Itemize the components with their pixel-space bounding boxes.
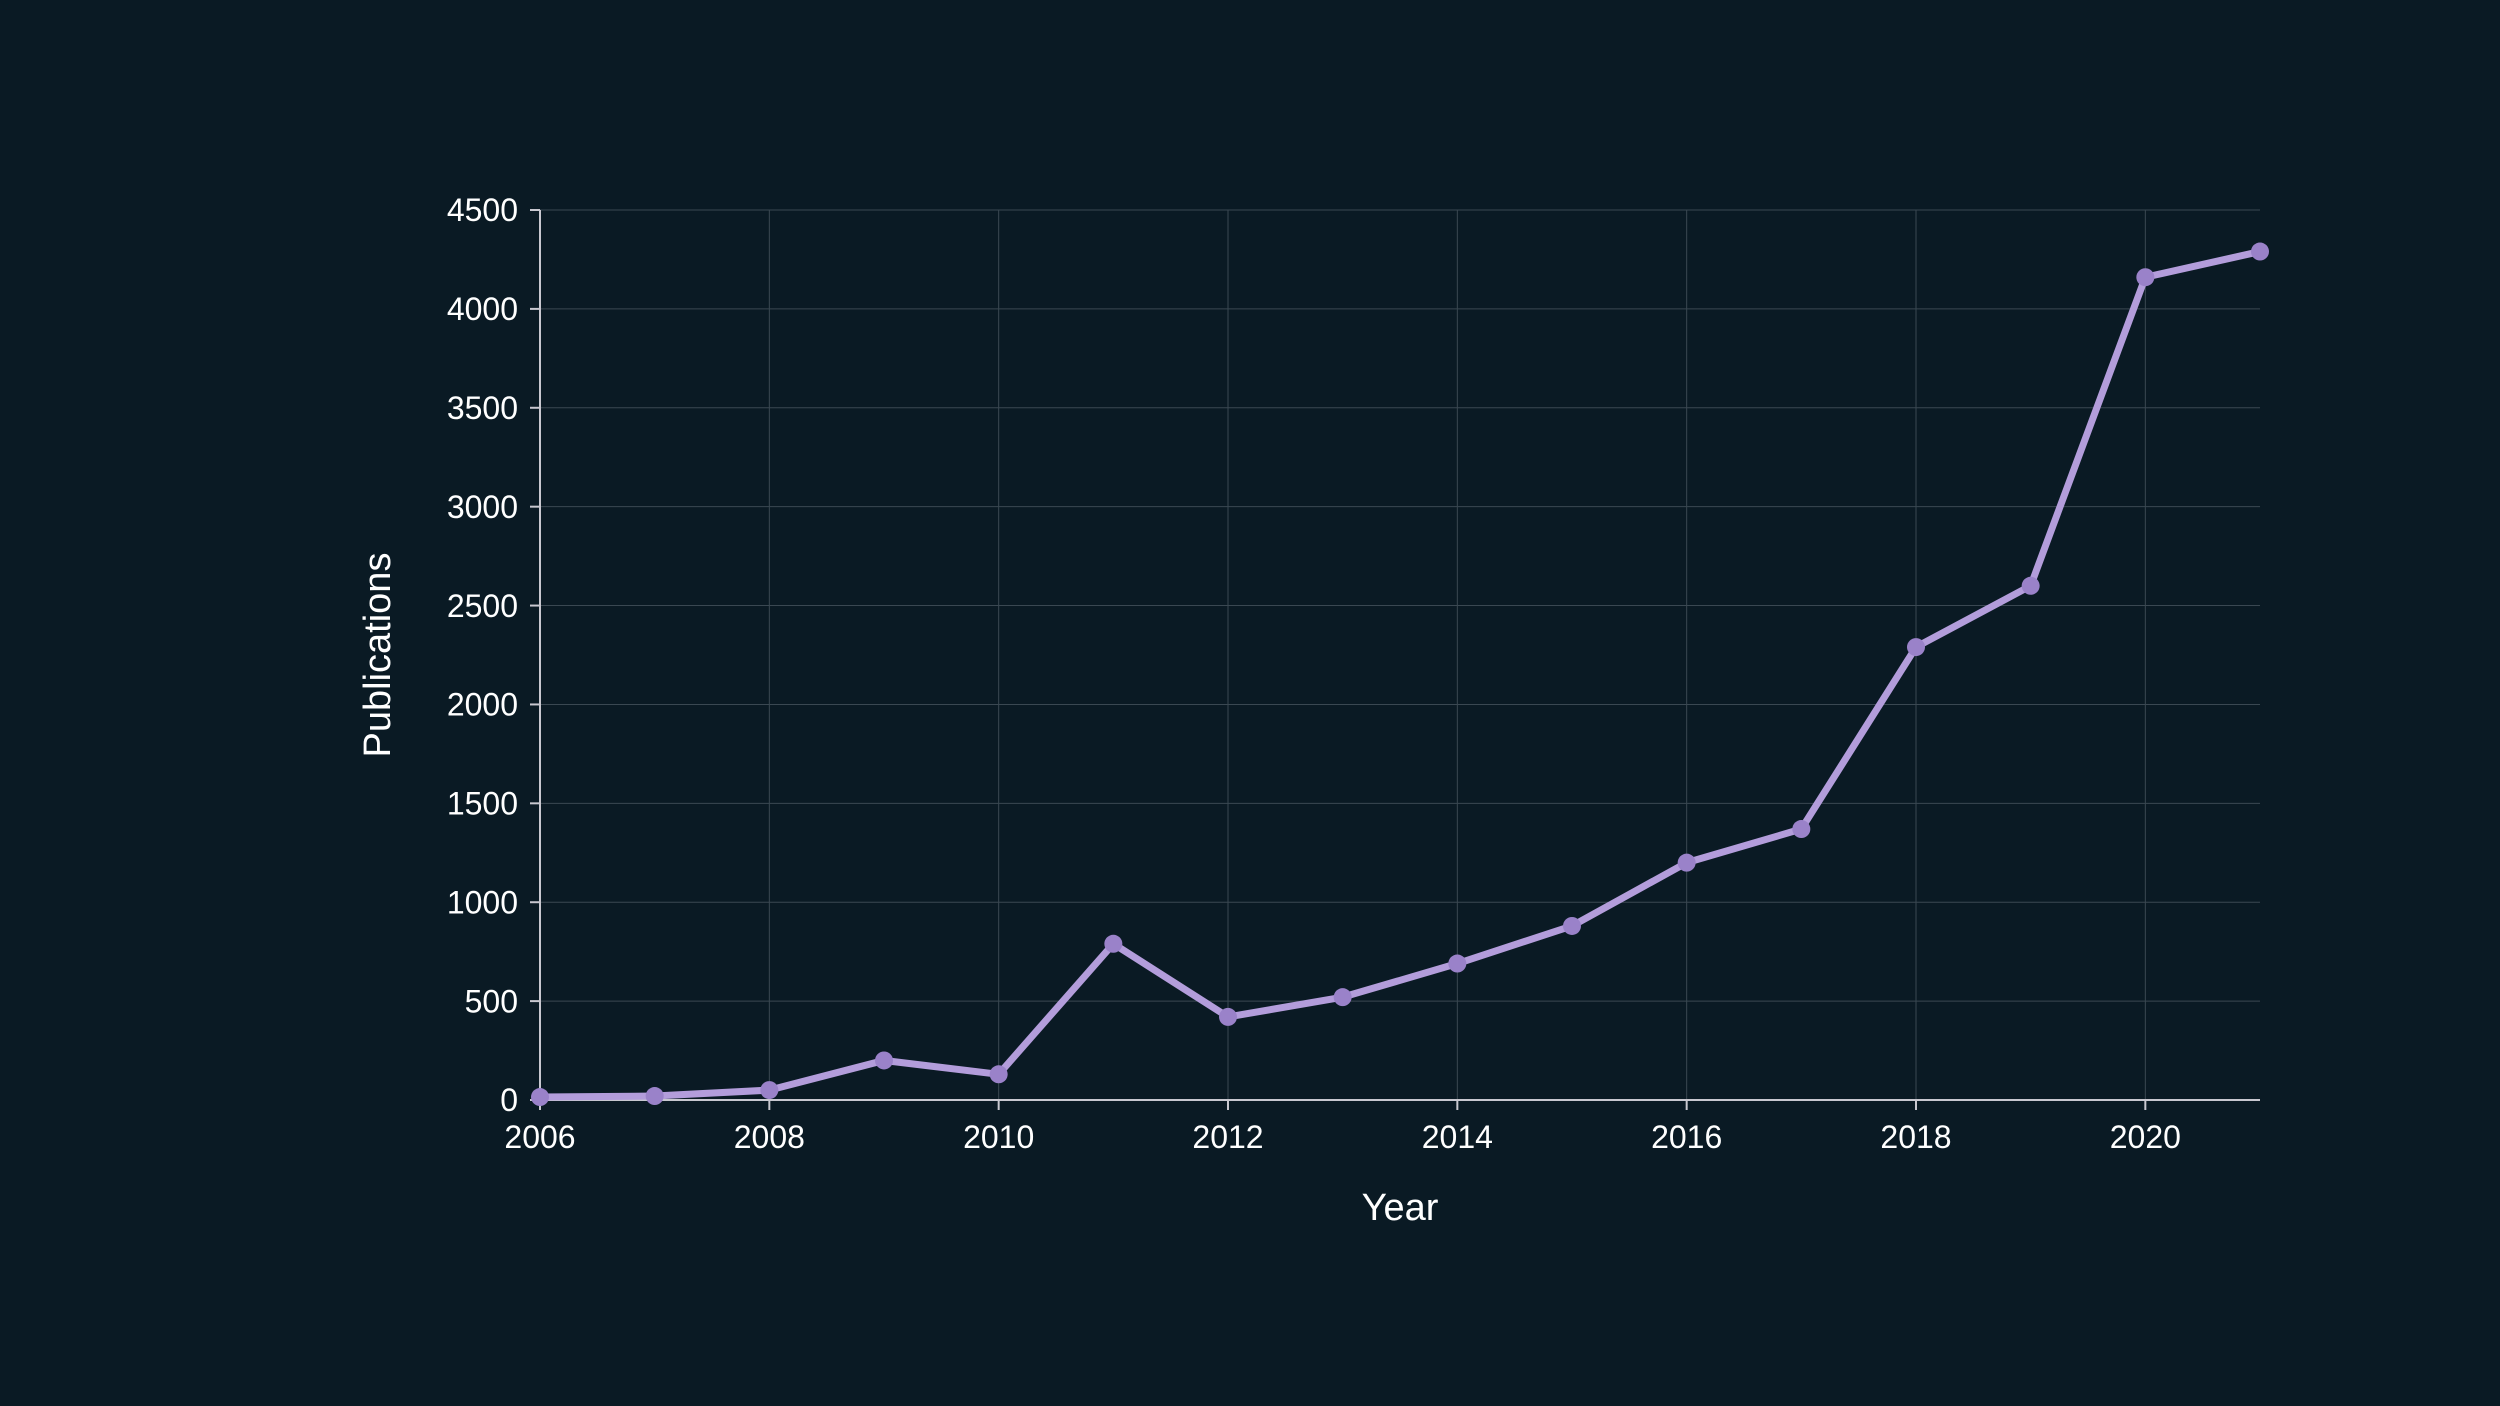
data-point (1448, 955, 1466, 973)
x-tick-label: 2020 (2110, 1119, 2181, 1155)
y-tick-label: 3000 (447, 489, 518, 525)
x-tick-label: 2012 (1192, 1119, 1263, 1155)
y-tick-label: 1000 (447, 884, 518, 920)
x-tick-label: 2006 (504, 1119, 575, 1155)
y-tick-label: 1500 (447, 786, 518, 822)
data-point (646, 1087, 664, 1105)
data-point (990, 1065, 1008, 1083)
x-tick-label: 2014 (1422, 1119, 1493, 1155)
x-tick-label: 2016 (1651, 1119, 1722, 1155)
data-point (1334, 988, 1352, 1006)
y-tick-label: 3500 (447, 390, 518, 426)
data-point (2136, 268, 2154, 286)
data-point (1104, 935, 1122, 953)
data-point (1678, 854, 1696, 872)
y-tick-label: 4000 (447, 291, 518, 327)
y-tick-label: 2000 (447, 687, 518, 723)
y-tick-label: 4500 (447, 192, 518, 228)
y-tick-label: 2500 (447, 588, 518, 624)
publications-line-chart: 2006 2008 2010 2012 2014 2016 2018 2020 0 500 1000… (0, 0, 2500, 1406)
data-point (2022, 577, 2040, 595)
data-point (1563, 917, 1581, 935)
data-point (875, 1051, 893, 1069)
x-tick-label: 2018 (1880, 1119, 1951, 1155)
data-point (1219, 1008, 1237, 1026)
data-point (1907, 638, 1925, 656)
x-axis-title: Year (1362, 1187, 1439, 1229)
data-point (1792, 820, 1810, 838)
y-tick-label: 500 (465, 983, 518, 1019)
y-axis-title: Publications (357, 553, 399, 758)
y-tick-label: 0 (500, 1082, 518, 1118)
x-tick-label: 2010 (963, 1119, 1034, 1155)
x-tick-label: 2008 (734, 1119, 805, 1155)
data-point (2251, 243, 2269, 261)
data-point (760, 1081, 778, 1099)
data-point (531, 1088, 549, 1106)
